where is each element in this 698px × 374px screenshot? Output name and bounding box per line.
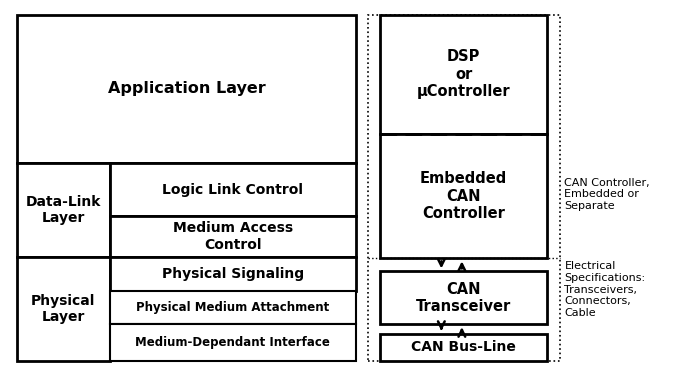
Text: Medium-Dependant Interface: Medium-Dependant Interface — [135, 336, 330, 349]
Text: CAN
Transceiver: CAN Transceiver — [416, 282, 511, 314]
Bar — [110, 163, 356, 216]
Text: Physical Medium Attachment: Physical Medium Attachment — [136, 301, 329, 315]
Text: Logic Link Control: Logic Link Control — [162, 183, 303, 197]
Bar — [368, 15, 560, 361]
Text: CAN Controller,
Embedded or
Separate: CAN Controller, Embedded or Separate — [565, 178, 650, 211]
Text: Embedded
CAN
Controller: Embedded CAN Controller — [420, 171, 507, 221]
Bar — [380, 271, 547, 325]
Bar — [17, 163, 110, 257]
Text: DSP
or
μController: DSP or μController — [417, 49, 510, 99]
Bar — [380, 134, 547, 258]
Bar — [110, 216, 356, 257]
Text: Medium Access
Control: Medium Access Control — [172, 221, 292, 252]
Bar — [110, 324, 356, 361]
Bar — [380, 334, 547, 361]
Text: Data-Link
Layer: Data-Link Layer — [26, 195, 101, 225]
Text: Application Layer: Application Layer — [107, 82, 265, 96]
Bar — [380, 15, 547, 134]
Text: Electrical
Specifications:
Transceivers,
Connectors,
Cable: Electrical Specifications: Transceivers,… — [565, 261, 646, 318]
Bar — [17, 257, 110, 361]
Bar — [110, 257, 356, 291]
Text: Physical Signaling: Physical Signaling — [162, 267, 304, 281]
Text: Physical
Layer: Physical Layer — [31, 294, 96, 324]
Bar — [17, 15, 356, 163]
Bar — [110, 291, 356, 325]
Text: CAN Bus-Line: CAN Bus-Line — [411, 340, 516, 354]
